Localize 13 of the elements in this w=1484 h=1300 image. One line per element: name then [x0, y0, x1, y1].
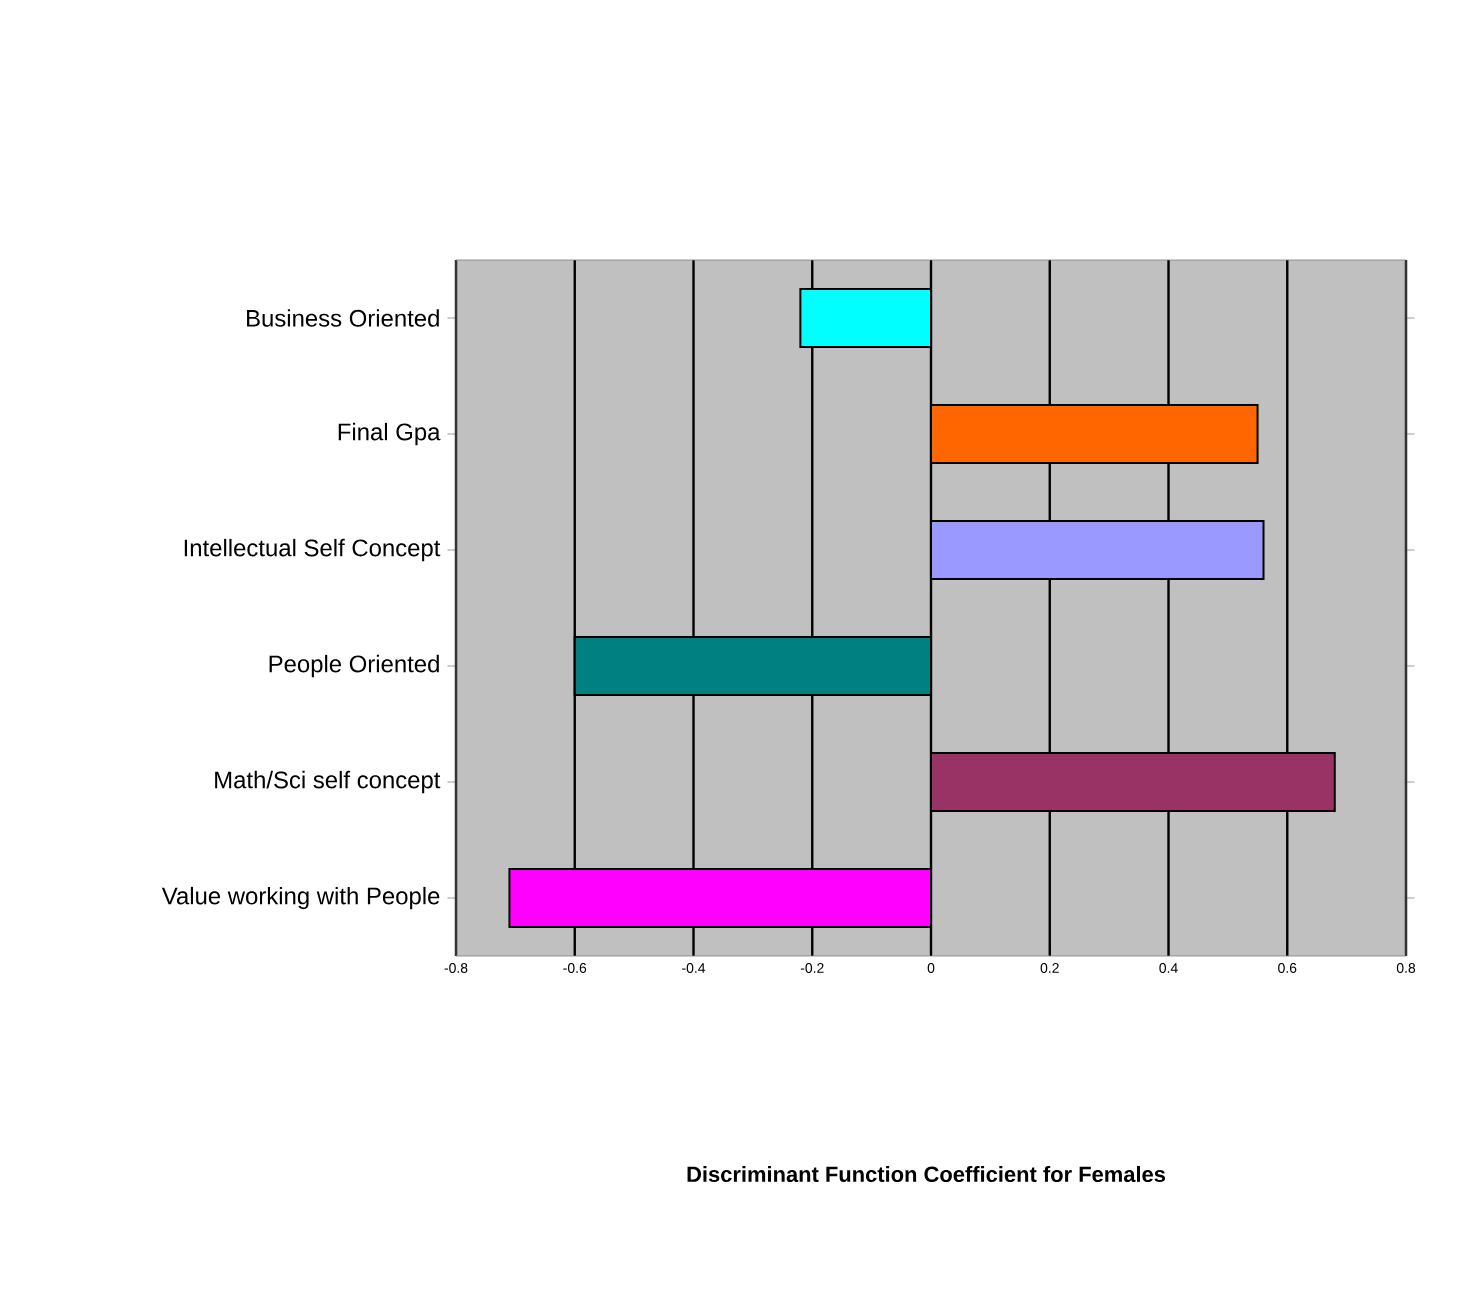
text: Discriminant Function Coefficient for Females: [687, 1165, 1166, 1183]
y-tick-label: Business Oriented: [247, 309, 439, 327]
y-tick-label: Math/Sci self concept: [215, 770, 441, 794]
bar: [930, 404, 1259, 465]
bar: [508, 868, 933, 929]
bar: [799, 288, 933, 349]
y-tick-label: Intellectual Self Concept: [184, 538, 441, 562]
y-tick-label: People Oriented: [269, 654, 439, 678]
bar: [930, 752, 1336, 813]
bar: [930, 520, 1265, 581]
y-tick-label: Value working with People: [161, 886, 440, 910]
y-tick-label: Final Gpa: [338, 422, 441, 446]
bar: [573, 636, 933, 697]
